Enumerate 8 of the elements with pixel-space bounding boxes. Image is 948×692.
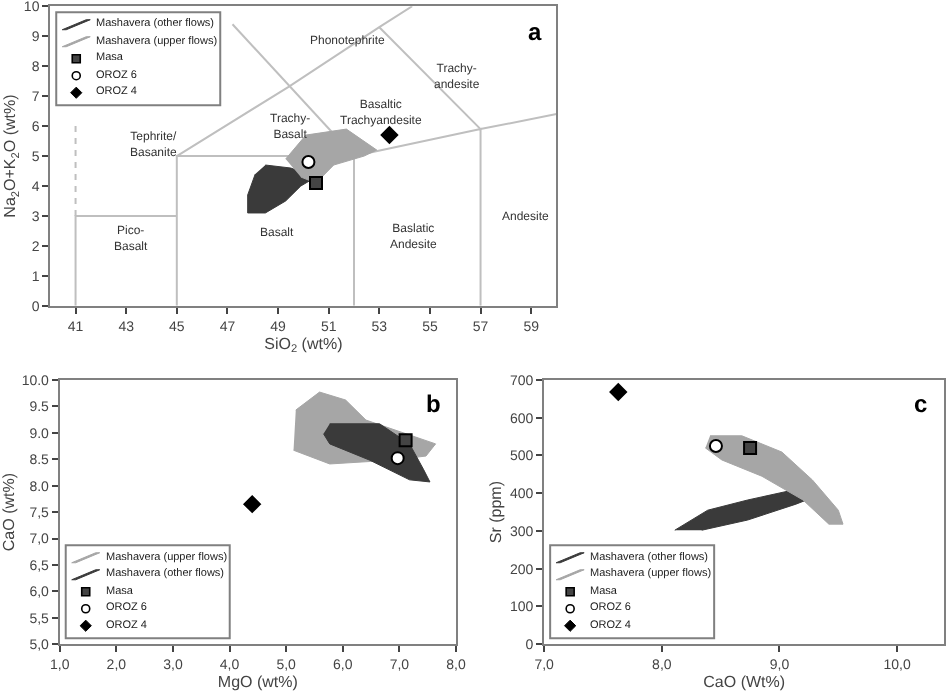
x-axis-title: CaO (Wt%)	[703, 673, 786, 692]
annotation: b	[426, 390, 441, 418]
annotation: a	[528, 18, 542, 46]
y-axis-title: CaO (wt%)	[0, 472, 18, 552]
annotation: c	[914, 390, 928, 418]
x-axis-title: SiO$_{2}$ (wt%)	[264, 334, 344, 357]
x-axis-title: MgO (wt%)	[217, 673, 299, 692]
y-axis-title: Sr (ppm)	[487, 480, 506, 544]
